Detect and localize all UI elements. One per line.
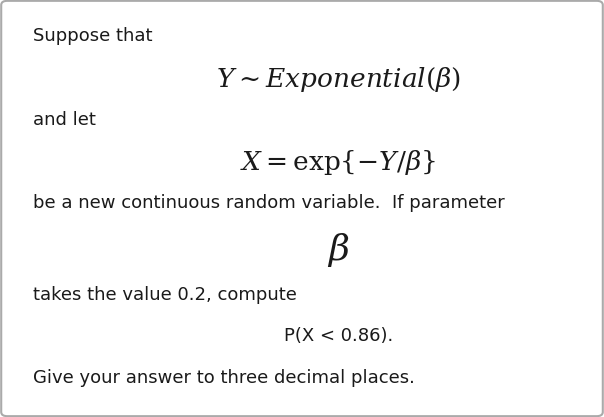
Text: P(X < 0.86).: P(X < 0.86). [284, 327, 393, 345]
Text: takes the value 0.2, compute: takes the value 0.2, compute [33, 286, 297, 304]
Text: and let: and let [33, 111, 96, 128]
Text: $X = \mathrm{exp}\{-Y/\beta\}$: $X = \mathrm{exp}\{-Y/\beta\}$ [240, 148, 436, 177]
Text: $Y \sim Exponential(\beta)$: $Y \sim Exponential(\beta)$ [216, 65, 461, 94]
Text: $\beta$: $\beta$ [327, 231, 350, 269]
Text: Suppose that: Suppose that [33, 27, 153, 45]
Text: Give your answer to three decimal places.: Give your answer to three decimal places… [33, 369, 415, 387]
Text: be a new continuous random variable.  If parameter: be a new continuous random variable. If … [33, 194, 505, 212]
